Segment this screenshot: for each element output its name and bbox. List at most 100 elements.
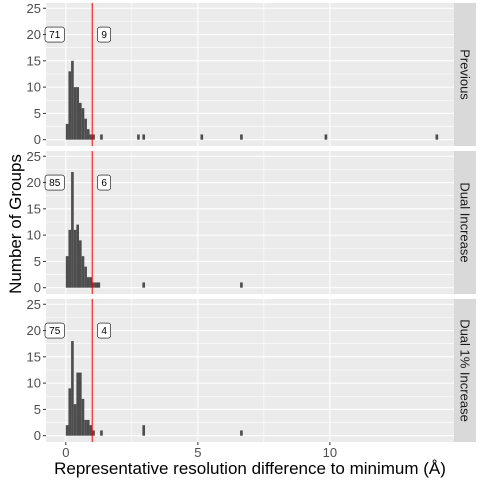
y-tick-label: 0 <box>34 132 41 147</box>
histogram-bar <box>79 240 82 288</box>
histogram-bar <box>86 419 90 436</box>
count-label-text: 71 <box>49 30 61 41</box>
y-tick-label: 20 <box>27 323 41 338</box>
histogram-bar <box>240 134 243 140</box>
histogram-bar <box>76 224 80 288</box>
facet-strip-background <box>454 3 476 146</box>
x-tick-label: 5 <box>194 445 201 460</box>
histogram-bar <box>137 134 140 140</box>
x-tick-label: 10 <box>323 445 337 460</box>
histogram-bar <box>73 229 77 288</box>
facet-strip-background <box>454 299 476 442</box>
count-label-text: 85 <box>49 178 61 189</box>
histogram-bar <box>92 134 95 140</box>
histogram-bar <box>68 388 72 436</box>
facet-strip-label: Previous <box>458 49 473 100</box>
histogram-bar <box>84 419 87 436</box>
x-axis-title: Representative resolution difference to … <box>54 459 446 478</box>
y-tick-label: 15 <box>27 349 41 364</box>
histogram-bar <box>142 425 146 436</box>
histogram-bar <box>65 256 69 288</box>
count-label-box <box>97 174 111 191</box>
y-tick-label: 0 <box>34 280 41 295</box>
y-tick-label: 15 <box>27 53 41 68</box>
histogram-bar <box>71 60 74 140</box>
histogram-bar <box>79 102 82 140</box>
y-tick-label: 5 <box>34 254 41 269</box>
y-axis-title: Number of Groups <box>6 154 25 294</box>
y-tick-label: 10 <box>27 228 41 243</box>
count-label-text: 9 <box>101 30 107 41</box>
facet-strip-background <box>454 151 476 294</box>
facet-strip: Dual 1% Increase <box>454 299 476 442</box>
below-threshold-count: 75 <box>44 322 65 339</box>
count-label-text: 4 <box>101 326 107 337</box>
above-threshold-count: 9 <box>97 26 111 43</box>
panel-background <box>46 299 454 442</box>
y-tick-label: 0 <box>34 428 41 443</box>
histogram-bar <box>92 282 95 288</box>
y-tick-label: 20 <box>27 175 41 190</box>
histogram-bar <box>76 372 80 436</box>
y-tick-label: 25 <box>27 1 41 16</box>
histogram-bar <box>71 341 74 436</box>
facet-strip: Previous <box>454 3 476 146</box>
y-tick-label: 20 <box>27 27 41 42</box>
histogram-bar <box>142 134 146 140</box>
x-tick-label: 0 <box>62 445 69 460</box>
histogram-bar <box>68 71 72 140</box>
histogram-bar <box>89 425 93 436</box>
y-tick-label: 5 <box>34 402 41 417</box>
y-tick-label: 10 <box>27 80 41 95</box>
histogram-bar <box>81 256 85 288</box>
above-threshold-count: 6 <box>97 174 111 191</box>
histogram-bar <box>324 134 328 140</box>
histogram-bar <box>81 108 85 140</box>
facet-panels: 71 9 0 5 10 15 20 25 Previous 85 6 0 5 10 15 20 25 Dual I… <box>27 1 476 443</box>
histogram-bar <box>100 134 103 140</box>
histogram-bar <box>142 282 146 288</box>
facet-strip-label: Dual 1% Increase <box>458 319 473 422</box>
count-label-text: 6 <box>101 178 107 189</box>
histogram-bar <box>68 229 72 288</box>
histogram-bar <box>73 87 77 140</box>
facet-panel: 71 9 0 5 10 15 20 25 Previous <box>27 1 476 147</box>
histogram-bar <box>71 172 74 288</box>
histogram-bar <box>200 134 204 140</box>
histogram-bar <box>240 430 243 436</box>
facet-strip: Dual Increase <box>454 151 476 294</box>
y-tick-label: 5 <box>34 106 41 121</box>
histogram-bar <box>97 282 101 288</box>
above-threshold-count: 4 <box>97 322 111 339</box>
histogram-bar <box>76 87 80 140</box>
facet-strip-label: Dual Increase <box>458 182 473 262</box>
histogram-bar <box>86 277 90 288</box>
panel-background <box>46 151 454 294</box>
panel-background <box>46 3 454 146</box>
count-label-box <box>97 26 111 43</box>
histogram-bar <box>100 430 103 436</box>
histogram-bar <box>89 277 93 288</box>
histogram-bar <box>65 123 69 140</box>
histogram-bar <box>435 134 439 140</box>
histogram-bar <box>92 430 95 436</box>
histogram-bar <box>65 425 69 436</box>
histogram-bar <box>84 266 87 288</box>
histogram-bar <box>81 398 85 436</box>
histogram-bar <box>240 282 243 288</box>
histogram-bar <box>79 372 82 436</box>
histogram-bar <box>94 282 98 288</box>
facet-panel: 85 6 0 5 10 15 20 25 Dual Increase <box>27 149 476 295</box>
histogram-bar <box>73 404 77 436</box>
y-tick-label: 10 <box>27 376 41 391</box>
below-threshold-count: 85 <box>44 174 65 191</box>
histogram-bar <box>84 118 87 140</box>
count-label-box <box>97 322 111 339</box>
below-threshold-count: 71 <box>44 26 65 43</box>
histogram-bar <box>89 134 93 140</box>
y-tick-label: 25 <box>27 297 41 312</box>
histogram-bar <box>86 129 90 140</box>
y-tick-label: 15 <box>27 201 41 216</box>
